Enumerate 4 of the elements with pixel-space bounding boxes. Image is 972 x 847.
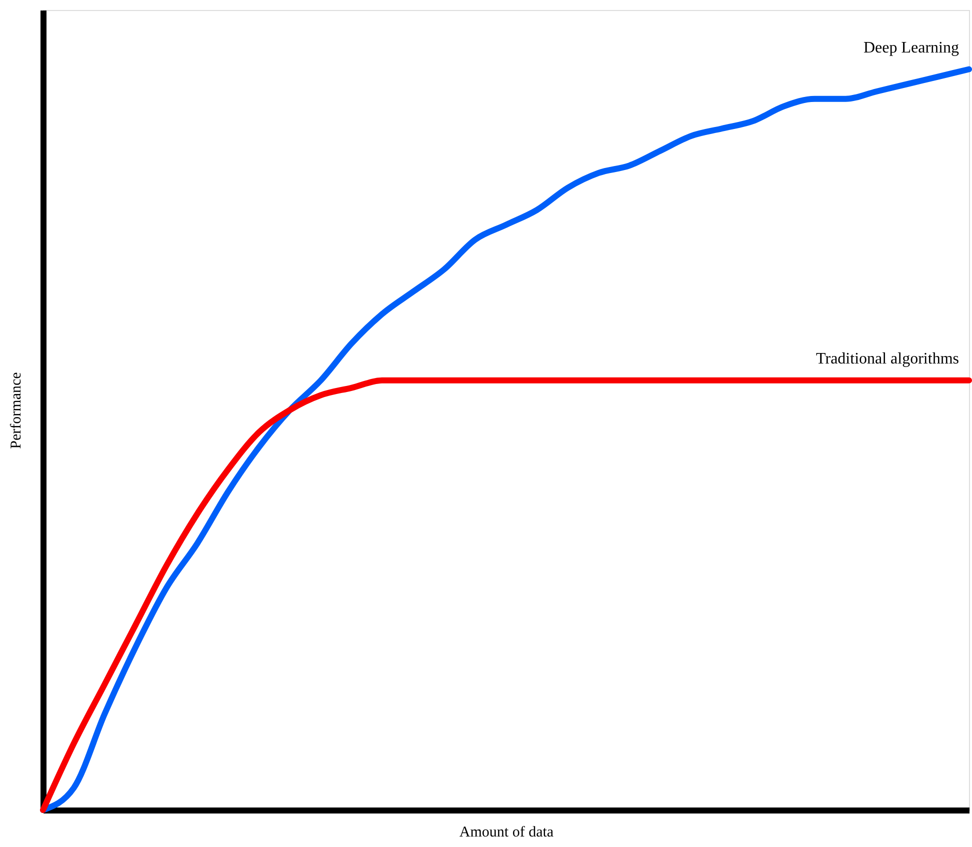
series-label: Deep Learning [863,39,959,56]
y-axis-title: Performance [8,372,24,449]
series-label: Traditional algorithms [816,350,959,368]
x-axis-title: Amount of data [459,824,554,840]
